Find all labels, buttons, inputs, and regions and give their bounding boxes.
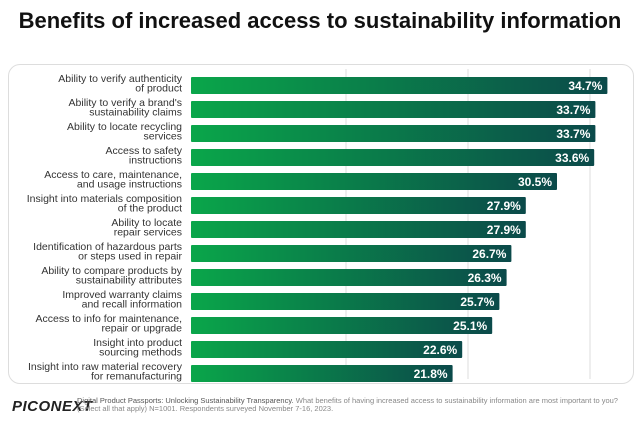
data-label: 30.5% xyxy=(518,175,552,189)
bar xyxy=(191,149,595,166)
bar xyxy=(191,269,507,286)
bar xyxy=(191,197,526,214)
bar xyxy=(191,245,512,262)
data-label: 33.7% xyxy=(556,127,590,141)
category-label: Insight into materials composition of the… xyxy=(27,193,182,215)
data-label: 25.1% xyxy=(453,319,487,333)
category-label: Identification of hazardous parts or step… xyxy=(33,241,182,263)
bar xyxy=(191,293,500,310)
chart-title: Benefits of increased access to sustaina… xyxy=(18,8,622,33)
category-label: Ability to verify a brand's sustainabilit… xyxy=(69,97,182,119)
chart-panel: 34.7% Ability to verify authenticity of pr… xyxy=(8,64,634,384)
bar-chart: 34.7% Ability to verify authenticity of pr… xyxy=(27,69,608,383)
data-label: 26.3% xyxy=(468,271,502,285)
data-label: 25.7% xyxy=(460,295,494,309)
data-label: 27.9% xyxy=(487,223,521,237)
category-label: Insight into product sourcing methods xyxy=(93,337,182,359)
bar xyxy=(191,101,596,118)
category-label: Access to care, maintenance, and usage in… xyxy=(44,169,182,191)
bar xyxy=(191,317,493,334)
data-label: 26.7% xyxy=(472,247,506,261)
data-label: 33.7% xyxy=(556,103,590,117)
category-label: Ability to compare products by sustainabi… xyxy=(41,265,182,287)
category-label: Access to safety instructions xyxy=(106,145,183,167)
survey-question: What benefits of having increased access… xyxy=(77,396,618,413)
bar xyxy=(191,125,596,142)
category-label: Insight into raw material recovery for re… xyxy=(28,361,183,383)
category-label: Ability to locate repair services xyxy=(111,217,182,239)
bar xyxy=(191,341,463,358)
bar xyxy=(191,77,608,94)
category-label: Access to info for maintenance, repair or… xyxy=(36,313,183,335)
data-label: 34.7% xyxy=(568,79,602,93)
category-label: Ability to locate recycling services xyxy=(67,121,182,143)
data-label: 27.9% xyxy=(487,199,521,213)
data-label: 21.8% xyxy=(414,367,448,381)
category-label: Improved warranty claims and recall infor… xyxy=(62,289,182,311)
data-label: 33.6% xyxy=(555,151,589,165)
footnote: Digital Product Passports: Unlocking Sus… xyxy=(77,397,637,413)
category-label: Ability to verify authenticity of product xyxy=(58,73,182,95)
source-title: Digital Product Passports: Unlocking Sus… xyxy=(77,396,294,405)
bar xyxy=(191,365,453,382)
bar xyxy=(191,173,557,190)
piconext-logo: PICONEXT xyxy=(12,398,93,415)
data-label: 22.6% xyxy=(423,343,457,357)
bar xyxy=(191,221,526,238)
